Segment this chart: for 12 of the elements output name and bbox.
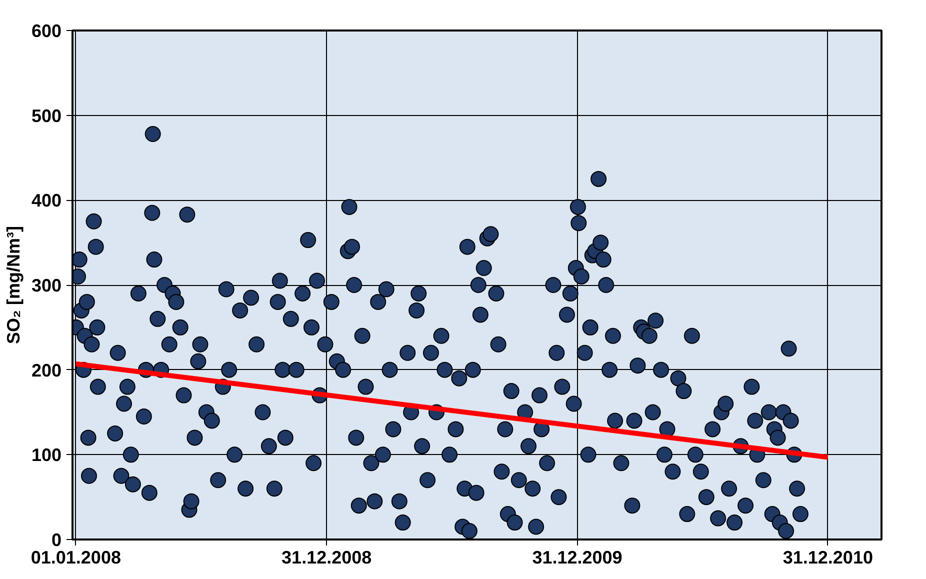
y-tick-label: 600 — [31, 21, 62, 41]
x-tick-label: 31.12.2010 — [782, 548, 873, 568]
y-tick-label: 300 — [31, 276, 62, 296]
y-tick-label: 200 — [31, 360, 62, 380]
y-tick-label: 400 — [31, 190, 62, 211]
y-tick-label: 100 — [31, 445, 62, 466]
x-tick-label: 01.01.2008 — [30, 548, 121, 568]
y-axis-title: SO₂ [mg/Nm³] — [3, 226, 24, 344]
y-tick-label: 0 — [51, 530, 62, 550]
y-tick-label: 500 — [31, 106, 62, 126]
x-tick-label: 31.12.2008 — [282, 548, 372, 568]
x-tick-label: 31.12.2009 — [532, 548, 622, 568]
